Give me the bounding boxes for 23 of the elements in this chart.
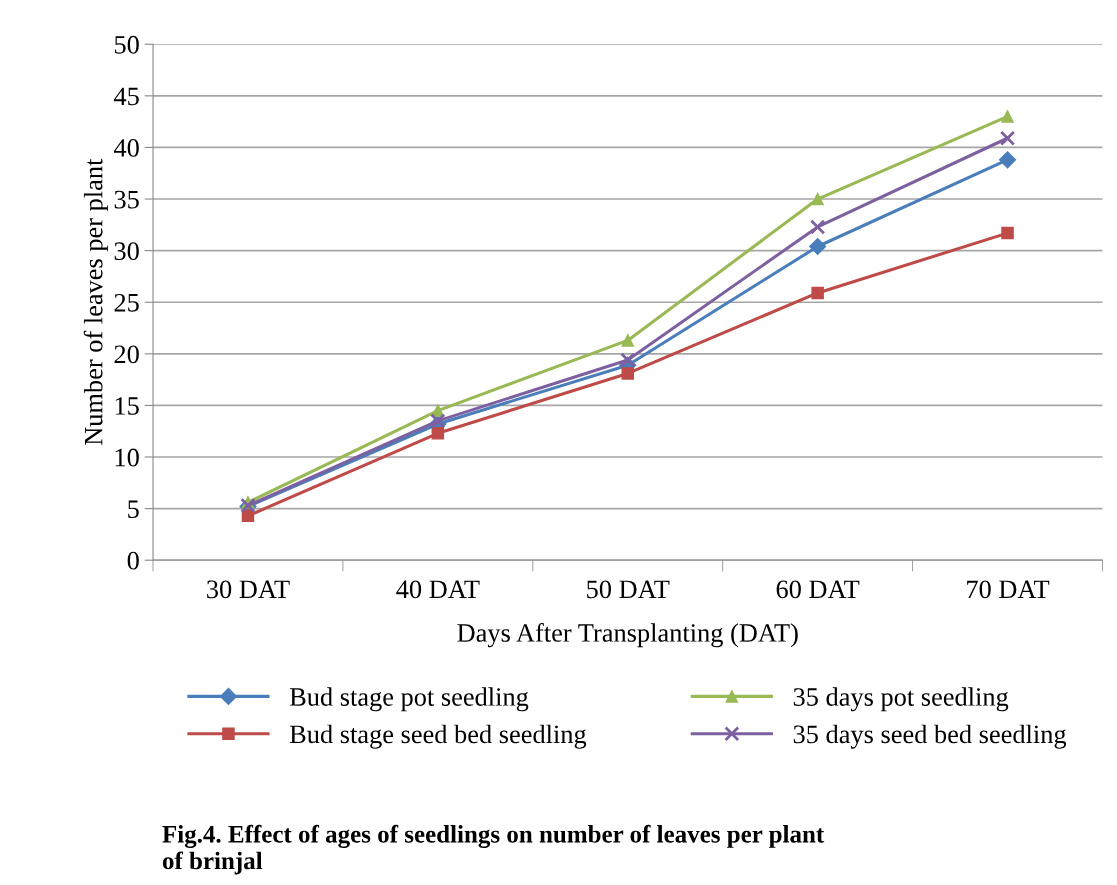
y-tick-label: 45 [113, 87, 139, 106]
y-tick-label: 0 [127, 551, 139, 570]
x-tick-label: 70 DAT [967, 580, 1050, 599]
y-tick-label: 25 [114, 293, 139, 312]
caption: Fig.4. Effect of ages of seedlings on number of leaves per plant of brinjal [162, 824, 825, 875]
y-tick-label: 10 [115, 448, 139, 467]
y-axis-title: Number of leaves per plant [83, 158, 108, 446]
legend-label: Bud stage seed bed seedling [289, 724, 587, 749]
y-tick-label: 5 [128, 500, 139, 519]
y-tick-label: 50 [114, 35, 139, 54]
legend-label: Bud stage pot seedling [289, 687, 529, 712]
x-tick-label: 50 DAT [587, 580, 670, 599]
y-tick-label: 30 [114, 242, 139, 261]
y-tick-label: 20 [114, 345, 139, 364]
x-tick-label: 30 DAT [207, 580, 290, 599]
legend-label: 35 days seed bed seedling [793, 724, 1067, 749]
x-axis-title: Days After Transplanting (DAT) [457, 623, 798, 648]
x-tick-label: 40 DAT [396, 580, 480, 599]
y-tick-label: 15 [115, 397, 139, 415]
legend-label: 35 days pot seedling [793, 687, 1009, 712]
y-tick-label: 40 [113, 139, 139, 157]
x-tick-label: 60 DAT [776, 580, 860, 599]
y-tick-label: 35 [114, 190, 139, 209]
